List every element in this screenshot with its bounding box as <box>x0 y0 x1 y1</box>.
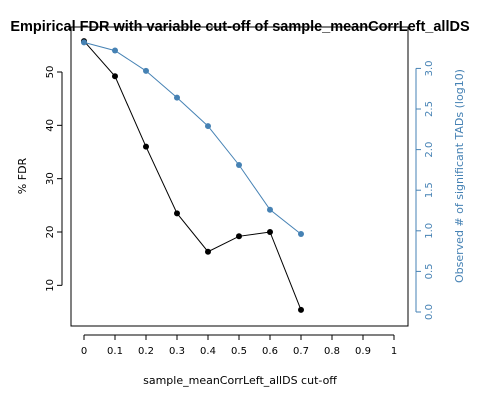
y-right-tick-label: 3.0 <box>424 60 435 76</box>
series-2-point <box>205 123 211 130</box>
y-tick-label: 20 <box>45 226 56 239</box>
series-2-point <box>298 231 304 238</box>
x-tick-label: 0.9 <box>355 346 371 357</box>
x-tick-label: 0 <box>81 346 87 357</box>
series-line-2 <box>83 41 302 235</box>
series-2-point <box>267 206 273 213</box>
x-tick-label: 0.2 <box>138 346 154 357</box>
y-right-tick-label: 2.0 <box>424 142 435 158</box>
x-axis-label: sample_meanCorrLeft_allDS cut-off <box>143 374 337 387</box>
series-2-point <box>143 67 149 74</box>
series-1-point <box>143 143 149 150</box>
series-1-point <box>205 248 211 255</box>
series-line-1 <box>83 40 302 311</box>
y-tick-label: 50 <box>45 66 56 79</box>
series-1-point <box>174 210 180 217</box>
series-1-point <box>112 73 118 80</box>
series-2-point <box>81 39 87 46</box>
x-tick-label: 0.5 <box>231 346 247 357</box>
x-tick-label: 1 <box>391 346 397 357</box>
y-right-axis-label: Observed # of significant TADs (log10) <box>453 69 466 283</box>
series-2-point <box>236 162 242 169</box>
y-right-tick-label: 2.5 <box>424 101 435 117</box>
series-1-point <box>298 306 304 313</box>
x-tick-label: 0.1 <box>107 346 123 357</box>
y-right-tick-label: 0.0 <box>424 304 435 320</box>
series-2-point <box>174 94 180 101</box>
y-tick-label: 10 <box>45 279 56 292</box>
y-right-tick-label: 1.5 <box>424 182 435 198</box>
series-2-point <box>112 47 118 54</box>
y-tick-label: 30 <box>45 172 56 185</box>
y-right-tick-label: 1.0 <box>424 223 435 239</box>
y-axis-label: % FDR <box>16 157 29 194</box>
y-tick-label: 40 <box>45 119 56 132</box>
plot-frame <box>70 26 409 327</box>
series-1-point <box>236 233 242 240</box>
y-right-tick-label: 0.5 <box>424 263 435 279</box>
x-tick-label: 0.7 <box>293 346 309 357</box>
x-tick-label: 0.6 <box>262 346 278 357</box>
series-1-point <box>267 229 273 235</box>
x-tick-label: 0.3 <box>169 346 185 357</box>
x-tick-label: 0.8 <box>324 346 340 357</box>
x-tick-label: 0.4 <box>200 346 216 357</box>
